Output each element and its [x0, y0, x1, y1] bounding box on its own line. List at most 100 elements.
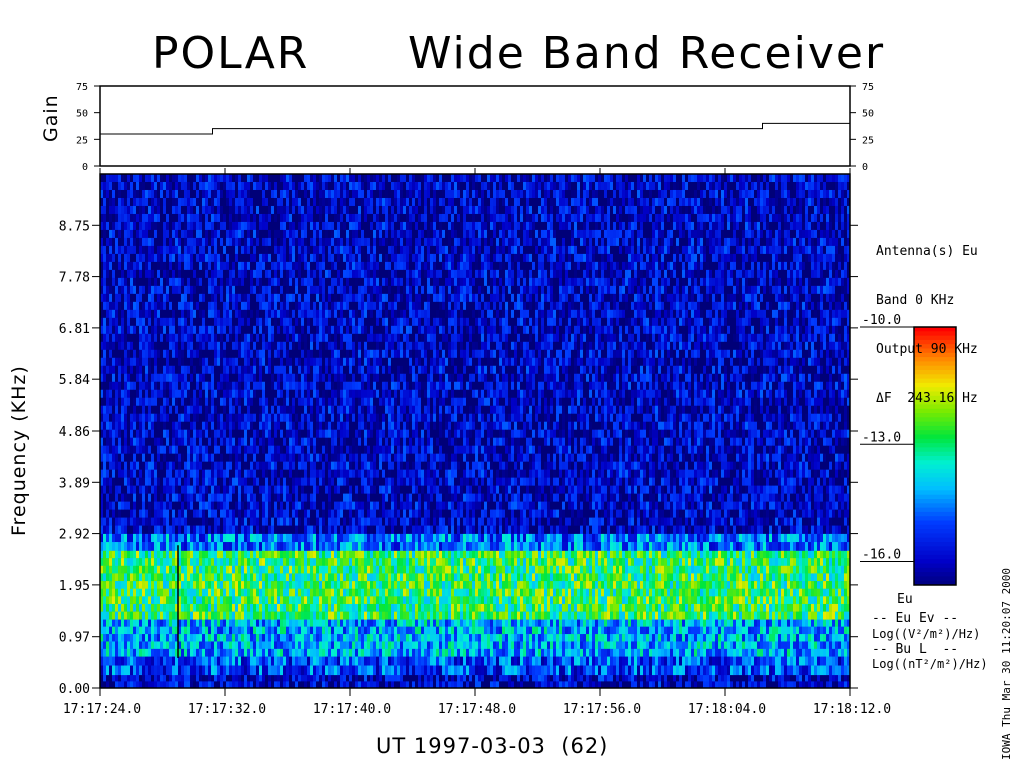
spectrogram-cell: [643, 550, 647, 559]
spectrogram-cell: [463, 648, 467, 657]
spectrogram-cell: [343, 619, 347, 627]
spectrogram-cell: [634, 641, 638, 650]
spectrogram-cell: [304, 558, 308, 567]
spectrogram-cell: [565, 611, 569, 620]
spectrogram-cell: [724, 596, 728, 605]
spectrogram-cell: [715, 611, 719, 620]
spectrogram-cell: [673, 648, 677, 657]
spectrogram-cell: [691, 581, 695, 590]
spectrogram-cell: [826, 681, 830, 689]
spectrogram-cell: [781, 674, 785, 682]
spectrogram-cell: [499, 573, 503, 582]
spectrogram-cell: [610, 558, 614, 567]
spectrogram-cell: [181, 581, 185, 590]
spectrogram-cell: [574, 674, 578, 682]
spectrogram-cell: [169, 550, 173, 559]
spectrogram-cell: [448, 558, 452, 567]
spectrogram-cell: [679, 641, 683, 650]
spectrogram-cell: [172, 581, 176, 590]
spectrogram-cell: [586, 596, 590, 605]
spectrogram-cell: [544, 681, 548, 689]
spectrogram-cell: [115, 558, 119, 567]
spectrogram-cell: [301, 573, 305, 582]
spectrogram-cell: [715, 656, 719, 666]
spectrogram-cell: [244, 656, 248, 666]
spectrogram-cell: [358, 648, 362, 657]
spectrogram-cell: [334, 626, 338, 635]
spectrogram-cell: [427, 674, 431, 682]
spectrogram-cell: [676, 588, 680, 597]
spectrogram-cell: [193, 611, 197, 620]
spectrogram-cell: [460, 656, 464, 666]
spectrogram-cell: [679, 596, 683, 605]
spectrogram-cell: [748, 665, 752, 676]
spectrogram-cell: [778, 573, 782, 582]
spectrogram-cell: [238, 634, 242, 642]
spectrogram-cell: [697, 603, 701, 612]
spectrogram-cell: [637, 681, 641, 689]
spectrogram-cell: [463, 603, 467, 612]
spectrogram-cell: [415, 596, 419, 605]
spectrogram-cell: [511, 681, 515, 689]
spectrogram-cell: [826, 588, 830, 597]
spectrogram-cell: [691, 588, 695, 597]
spectrogram-cell: [166, 533, 170, 543]
spectrogram-cell: [646, 648, 650, 657]
spectrogram-cell: [643, 648, 647, 657]
spectrogram-cell: [133, 656, 137, 666]
spectrogram-cell: [487, 674, 491, 682]
spectrogram-cell: [325, 533, 329, 543]
spectrogram-cell: [499, 648, 503, 657]
spectrogram-cell: [781, 648, 785, 657]
spectrogram-cell: [373, 648, 377, 657]
spectrogram-cell: [262, 573, 266, 582]
title-mission: POLAR: [152, 28, 310, 79]
spectrogram-cell: [475, 626, 479, 635]
spectrogram-cell: [172, 588, 176, 597]
spectrogram-cell: [706, 573, 710, 582]
spectrogram-cell: [376, 674, 380, 682]
spectrogram-cell: [658, 581, 662, 590]
spectrogram-cell: [598, 626, 602, 635]
spectrogram-cell: [844, 596, 848, 605]
spectrogram-cell: [223, 665, 227, 676]
spectrogram-cell: [262, 656, 266, 666]
spectrogram-cell: [319, 611, 323, 620]
spectrogram-cell: [241, 619, 245, 627]
spectrogram-cell: [271, 533, 275, 543]
spectrogram-cell: [484, 665, 488, 676]
spectrogram-cell: [334, 581, 338, 590]
spectrogram-cell: [181, 641, 185, 650]
spectrogram-cell: [484, 596, 488, 605]
spectrogram-cell: [736, 681, 740, 689]
spectrogram-cell: [493, 619, 497, 627]
spectrogram-cell: [544, 581, 548, 590]
spectrogram-cell: [613, 573, 617, 582]
spectrogram-cell: [544, 641, 548, 650]
spectrogram-cell: [118, 565, 122, 574]
spectrogram-cell: [700, 619, 704, 627]
spectrogram-cell: [160, 641, 164, 650]
spectrogram-cell: [538, 626, 542, 635]
spectrogram-cell: [505, 588, 509, 597]
spectrogram-cell: [133, 558, 137, 567]
spectrogram-cell: [640, 656, 644, 666]
spectrogram-cell: [745, 665, 749, 676]
spectrogram-cell: [568, 619, 572, 627]
spectrogram-cell: [487, 588, 491, 597]
spectrogram-cell: [715, 603, 719, 612]
spectrogram-cell: [298, 634, 302, 642]
spectrogram-cell: [718, 533, 722, 543]
spectrogram-cell: [412, 611, 416, 620]
spectrogram-cell: [439, 588, 443, 597]
spectrogram-cell: [412, 588, 416, 597]
spectrogram-cell: [406, 626, 410, 635]
spectrogram-cell: [586, 573, 590, 582]
spectrogram-cell: [343, 665, 347, 676]
spectrogram-cell: [628, 565, 632, 574]
spectrogram-cell: [760, 665, 764, 676]
spectrogram-cell: [292, 596, 296, 605]
spectrogram-cell: [247, 550, 251, 559]
spectrogram-cell: [412, 634, 416, 642]
spectrogram-cell: [748, 641, 752, 650]
